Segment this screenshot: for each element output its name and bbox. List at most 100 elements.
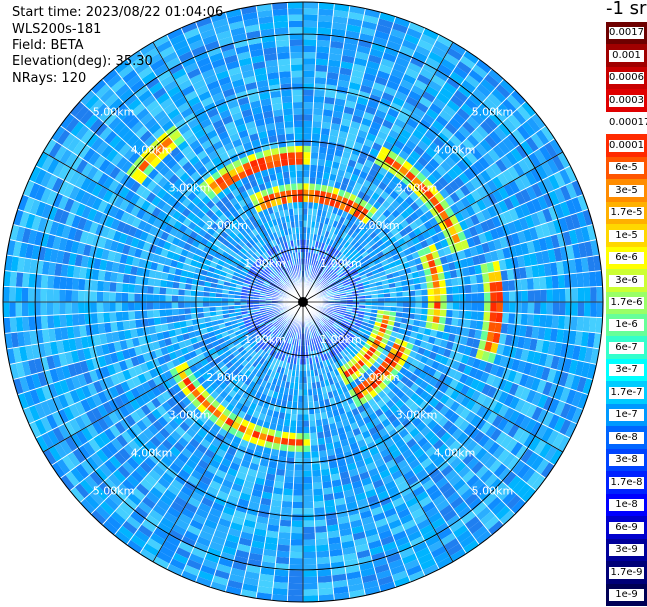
range-gate-cell [414, 307, 422, 315]
range-gate-cell [331, 356, 338, 364]
range-gate-cell [276, 550, 290, 558]
range-gate-cell [464, 515, 480, 530]
range-gate-cell [475, 244, 485, 256]
range-gate-cell [53, 275, 61, 290]
range-gate-cell [303, 45, 317, 53]
range-gate-cell [339, 274, 347, 281]
range-gate-cell [531, 197, 543, 213]
range-gate-cell [506, 323, 515, 336]
range-gate-cell [374, 76, 389, 87]
range-gate-cell [373, 258, 381, 266]
range-gate-cell [577, 194, 589, 212]
range-gate-cell [303, 102, 314, 109]
range-gate-cell [401, 553, 418, 565]
range-gate-cell [377, 297, 385, 302]
range-gate-cell [503, 183, 515, 197]
range-gate-cell [202, 302, 210, 308]
range-gate-cell [469, 177, 482, 190]
range-gate-cell [510, 498, 526, 515]
range-gate-cell [570, 374, 581, 391]
range-gate-cell [15, 287, 23, 302]
range-gate-cell [421, 308, 428, 316]
range-gate-cell [449, 325, 458, 335]
range-gate-cell [357, 382, 366, 392]
range-gate-cell [303, 39, 317, 47]
range-gate-cell [328, 328, 334, 335]
range-gate-cell [479, 138, 493, 153]
ppi-plot: 1.00km1.00km1.00km1.00km2.00km2.00km2.00… [2, 1, 604, 603]
range-gate-cell [316, 165, 325, 173]
range-gate-cell [524, 170, 537, 186]
range-gate-cell [202, 296, 210, 302]
range-gate-cell [529, 252, 538, 266]
range-gate-cell [350, 372, 359, 381]
range-gate-cell [403, 123, 416, 135]
range-gate-cell [178, 308, 185, 316]
range-gate-cell [562, 357, 572, 374]
range-gate-cell [434, 241, 443, 251]
range-gate-cell [314, 253, 319, 261]
range-gate-cell [384, 155, 395, 166]
range-gate-cell [488, 112, 503, 127]
range-gate-cell [344, 271, 352, 277]
range-gate-cell [472, 255, 481, 266]
range-gate-cell [384, 480, 397, 491]
range-gate-cell [103, 312, 111, 323]
range-gate-cell [506, 494, 522, 510]
range-gate-cell [110, 271, 118, 283]
range-gate-cell [432, 439, 445, 451]
range-gate-cell [392, 496, 406, 508]
range-gate-cell [432, 315, 440, 324]
range-gate-cell [410, 265, 418, 273]
range-gate-cell [353, 241, 361, 249]
range-gate-cell [284, 469, 295, 477]
range-gate-cell [424, 162, 436, 174]
range-gate-cell [390, 292, 397, 298]
range-gate-cell [431, 423, 443, 435]
range-gate-cell [365, 132, 377, 143]
range-gate-cell [460, 395, 471, 408]
range-gate-cell [322, 257, 328, 265]
range-gate-cell [593, 332, 602, 349]
range-gate-cell [109, 302, 116, 313]
range-gate-cell [424, 130, 437, 142]
range-gate-cell [315, 52, 330, 60]
range-gate-cell [337, 315, 344, 320]
range-gate-cell [352, 427, 362, 437]
range-gate-cell [339, 323, 347, 330]
range-gate-cell [507, 132, 521, 148]
range-gate-cell [490, 427, 503, 442]
range-gate-cell [312, 121, 322, 128]
range-gate-cell [503, 393, 515, 407]
range-gate-cell [435, 264, 444, 274]
range-gate-cell [576, 316, 584, 332]
range-gate-cell [515, 144, 529, 159]
range-gate-cell [559, 402, 572, 419]
range-gate-cell [209, 302, 216, 307]
range-gate-cell [402, 491, 416, 503]
range-gate-cell [330, 334, 337, 341]
range-gate-cell [540, 125, 555, 142]
range-gate-cell [376, 345, 385, 354]
range-gate-cell [332, 324, 339, 330]
range-gate-cell [338, 272, 345, 279]
range-gate-cell [325, 237, 331, 245]
range-gate-cell [333, 368, 340, 377]
range-gate-cell [533, 289, 541, 302]
range-gate-cell [554, 187, 566, 204]
range-gate-cell [303, 133, 312, 140]
range-gate-cell [421, 288, 428, 296]
range-gate-cell [331, 313, 338, 318]
range-gate-cell [9, 286, 16, 302]
range-gate-cell [483, 73, 500, 89]
range-gate-cell [557, 274, 566, 289]
range-gate-cell [512, 427, 525, 442]
range-gate-cell [481, 182, 493, 196]
range-gate-cell [379, 448, 391, 458]
range-gate-cell [487, 93, 502, 108]
range-gate-cell [336, 374, 343, 382]
range-gate-cell [327, 179, 336, 188]
range-gate-cell [348, 11, 365, 21]
range-gate-cell [570, 213, 581, 230]
range-gate-cell [344, 100, 357, 109]
